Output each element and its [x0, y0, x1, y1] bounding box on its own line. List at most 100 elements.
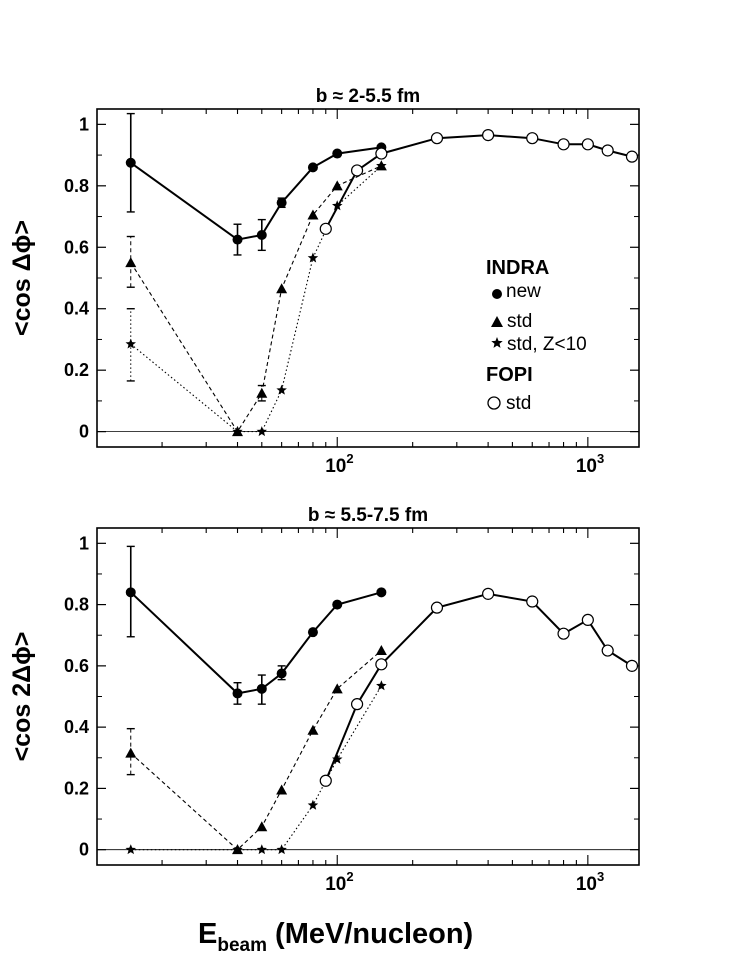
legend-star-shape — [491, 337, 503, 348]
top-panel: 0 0.2 0.4 0.6 0.8 1 102 103 b ≈ 2-5.5 fm <cos Δϕ> — [8, 86, 640, 477]
data-point — [350, 164, 364, 177]
x-axis-label: Ebeam (MeV/nucleon) — [198, 918, 473, 956]
legend: INDRA new std std, Z<10 FOPI std — [486, 257, 587, 414]
data-point — [376, 680, 387, 691]
data-point — [256, 683, 267, 694]
series-fopi-std — [319, 129, 639, 235]
series-indra-std-z-10 — [125, 680, 387, 855]
data-point — [430, 132, 444, 145]
data-point — [256, 229, 267, 240]
series-line — [130, 591, 382, 695]
data-point — [331, 683, 343, 694]
y-tick-label: 0.2 — [64, 360, 89, 380]
series-line — [130, 165, 382, 433]
x-tick-label: 102 — [325, 869, 353, 895]
legend-group-fopi: FOPI — [486, 364, 533, 386]
data-point — [526, 595, 539, 608]
data-point — [375, 658, 388, 671]
data-point — [276, 668, 287, 679]
data-point — [331, 180, 343, 191]
data-point — [307, 162, 318, 173]
y-tick-label: 0.4 — [64, 299, 89, 319]
data-point — [581, 613, 594, 627]
data-point — [307, 252, 319, 263]
data-point — [232, 426, 243, 437]
data-point — [581, 138, 594, 151]
y-tick-label: 0.6 — [64, 237, 89, 257]
y-axis-label: <cos 2Δϕ> — [8, 632, 36, 762]
data-point — [332, 599, 343, 610]
data-point — [332, 753, 343, 764]
legend-std-marker — [491, 316, 503, 327]
series-indra-std — [125, 645, 387, 855]
data-point — [625, 659, 639, 672]
data-point — [232, 234, 243, 245]
series-line — [324, 592, 633, 782]
data-point — [125, 747, 137, 758]
legend-group-indra: INDRA — [486, 257, 549, 279]
series-line — [130, 685, 382, 851]
y-axis-label: <cos Δϕ> — [8, 220, 36, 336]
data-point — [319, 774, 332, 787]
y-tick-label: 1 — [79, 114, 89, 134]
series-indra-new — [125, 545, 387, 705]
data-point — [332, 148, 343, 159]
data-point — [276, 384, 287, 395]
x-tick-label: 102 — [325, 451, 353, 477]
y-tick-label: 0.8 — [64, 176, 89, 196]
data-point — [256, 844, 267, 855]
y-tick-label: 0 — [79, 422, 89, 442]
plot-frame — [96, 108, 640, 448]
data-point — [430, 601, 444, 614]
legend-fopi-marker — [487, 396, 501, 410]
data-point — [232, 844, 243, 855]
y-tick-label: 0.8 — [64, 595, 89, 615]
data-point — [526, 132, 539, 145]
data-point — [125, 844, 136, 855]
y-tick-label: 1 — [79, 533, 89, 553]
legend-std-z-marker — [491, 337, 503, 348]
data-point — [276, 844, 287, 855]
y-tick-label: 0.6 — [64, 656, 89, 676]
y-tick-label: 0.4 — [64, 717, 89, 737]
panel-title: b ≈ 2-5.5 fm — [316, 86, 420, 107]
y-tick-label: 0.2 — [64, 778, 89, 798]
data-point — [125, 338, 136, 349]
bottom-panel: 0 0.2 0.4 0.6 0.8 1 102 103 b ≈ 5.5-7.5 fm <cos 2… — [8, 505, 640, 895]
data-point — [482, 129, 495, 142]
series-line — [130, 165, 382, 433]
data-point — [256, 387, 268, 398]
data-point — [125, 257, 137, 268]
legend-std-z-label: std, Z<10 — [507, 334, 587, 355]
legend-new-label: new — [506, 281, 541, 302]
data-point — [557, 627, 570, 640]
data-point — [557, 138, 570, 151]
data-point — [376, 587, 387, 598]
legend-fopi-label: std — [506, 393, 531, 414]
data-point — [482, 587, 495, 600]
data-point — [256, 821, 268, 832]
data-point — [276, 784, 288, 795]
series-line — [324, 134, 633, 230]
data-point — [307, 724, 319, 735]
series-fopi-std — [319, 587, 639, 787]
plot-frame — [96, 527, 640, 866]
data-point — [376, 160, 387, 171]
series-indra-std — [125, 160, 387, 437]
data-point — [307, 627, 318, 638]
data-point — [125, 157, 136, 168]
legend-std-label: std — [507, 311, 532, 332]
x-tick-label: 103 — [576, 869, 604, 895]
data-point — [350, 698, 364, 711]
data-point — [319, 222, 332, 235]
data-point — [276, 197, 287, 208]
data-point — [232, 688, 243, 699]
x-tick-label: 103 — [576, 451, 604, 477]
data-point — [601, 644, 614, 657]
panel-title: b ≈ 5.5-7.5 fm — [308, 505, 428, 526]
y-tick-label: 0 — [79, 840, 89, 860]
legend-new-marker — [492, 289, 502, 299]
data-point — [601, 144, 614, 157]
data-point — [375, 645, 387, 656]
